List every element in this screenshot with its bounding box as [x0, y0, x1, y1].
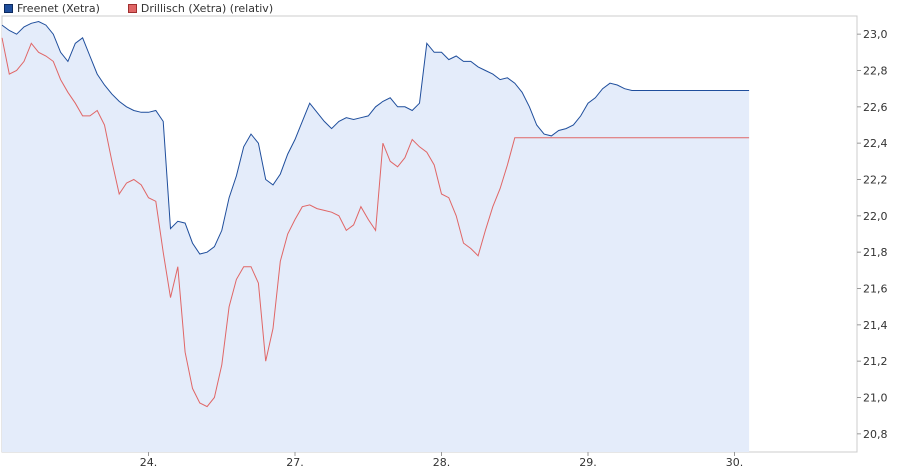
- y-tick-label: 21,0: [863, 392, 888, 405]
- drillisch-swatch-icon: [127, 3, 137, 13]
- y-tick-label: 21,4: [863, 319, 888, 332]
- x-tick-label: 29.: [579, 456, 597, 469]
- legend-label-drillisch: Drillisch (Xetra) (relativ): [140, 1, 274, 15]
- y-tick-label: 22,4: [863, 137, 888, 150]
- y-tick-label: 22,2: [863, 174, 888, 187]
- x-tick-label: 30.: [726, 456, 744, 469]
- x-axis: 24. 27. 28. 29. 30.: [140, 452, 744, 469]
- legend: Freenet (Xetra) Drillisch (Xetra) (relat…: [0, 0, 297, 16]
- y-tick-label: 20,8: [863, 428, 888, 441]
- y-tick-label: 22,0: [863, 210, 888, 223]
- y-tick-label: 21,6: [863, 283, 888, 296]
- x-tick-label: 28.: [433, 456, 451, 469]
- legend-item-freenet[interactable]: Freenet (Xetra): [4, 2, 100, 15]
- freenet-swatch-icon: [4, 3, 13, 13]
- y-tick-label: 23,0: [863, 28, 888, 41]
- y-axis: 23,0 22,8 22,6 22,4 22,2 22,0 21,8 21,6 21,4 21,2…: [857, 28, 888, 441]
- legend-item-drillisch[interactable]: Drillisch (Xetra) (relativ): [127, 1, 274, 15]
- y-tick-label: 21,2: [863, 355, 888, 368]
- legend-label-freenet: Freenet (Xetra): [17, 1, 100, 15]
- freenet-series-line: [1, 20, 750, 255]
- y-tick-label: 21,8: [863, 246, 888, 259]
- freenet-area-fill: [2, 21, 750, 452]
- y-tick-label: 22,6: [863, 101, 888, 114]
- x-tick-label: 27.: [286, 456, 304, 469]
- y-tick-label: 22,8: [863, 65, 888, 78]
- drillisch-series-line: [1, 37, 750, 408]
- x-tick-label: 24.: [140, 456, 158, 469]
